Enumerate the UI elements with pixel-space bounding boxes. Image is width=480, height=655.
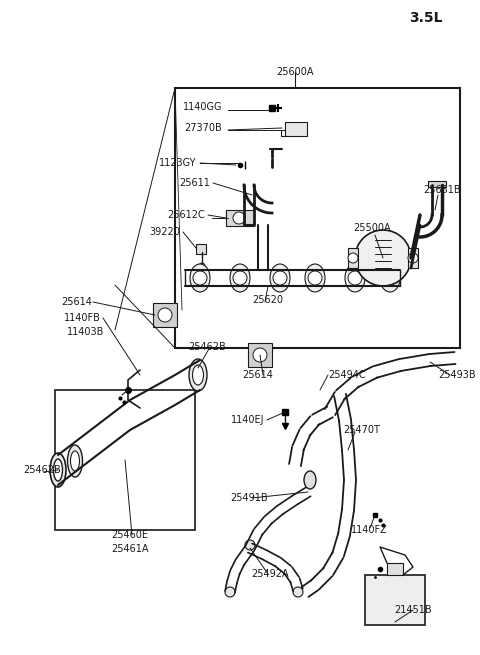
Text: 25460E: 25460E (111, 530, 148, 540)
Ellipse shape (270, 264, 290, 292)
Text: 25462B: 25462B (188, 342, 226, 352)
Ellipse shape (53, 459, 62, 481)
Ellipse shape (293, 587, 303, 597)
Text: 25600A: 25600A (276, 67, 314, 77)
Bar (348, 248, 358, 268)
Circle shape (355, 230, 411, 286)
Circle shape (158, 308, 172, 322)
Circle shape (193, 271, 207, 285)
Text: 25500A: 25500A (353, 223, 391, 233)
Text: 27370B: 27370B (184, 123, 222, 133)
Text: 25611: 25611 (179, 178, 210, 188)
Circle shape (408, 253, 418, 263)
Circle shape (233, 212, 245, 224)
Ellipse shape (192, 365, 204, 385)
Text: 3.5L: 3.5L (409, 11, 443, 25)
Bar (248, 343, 272, 367)
Bar (55, 390, 195, 530)
Ellipse shape (68, 445, 83, 477)
Text: 25493B: 25493B (438, 370, 476, 380)
Ellipse shape (50, 453, 66, 487)
Ellipse shape (225, 587, 235, 597)
Text: 25614: 25614 (242, 370, 274, 380)
Circle shape (308, 271, 322, 285)
Text: 39220: 39220 (149, 227, 180, 237)
Text: 25614: 25614 (61, 297, 92, 307)
Ellipse shape (305, 264, 325, 292)
Text: 25612C: 25612C (167, 210, 205, 220)
Circle shape (199, 263, 205, 269)
Ellipse shape (304, 471, 316, 489)
Ellipse shape (230, 264, 250, 292)
Text: 1140FB: 1140FB (64, 313, 101, 323)
Bar (285, 122, 307, 136)
Ellipse shape (71, 451, 80, 471)
Text: 25462B: 25462B (23, 465, 61, 475)
Circle shape (253, 348, 267, 362)
Bar (365, 575, 425, 625)
Ellipse shape (189, 359, 207, 391)
Text: 11403B: 11403B (67, 327, 104, 337)
Text: 25631B: 25631B (423, 185, 461, 195)
Bar (408, 248, 418, 268)
Text: 25492A: 25492A (251, 569, 289, 579)
Circle shape (233, 271, 247, 285)
Circle shape (348, 253, 358, 263)
Text: 25461A: 25461A (111, 544, 149, 554)
Text: 1140GG: 1140GG (182, 102, 222, 112)
Bar (196, 244, 206, 254)
Text: 21451B: 21451B (394, 605, 432, 615)
Text: 25620: 25620 (252, 295, 284, 305)
Bar (428, 181, 446, 187)
Text: 25491B: 25491B (230, 493, 268, 503)
Ellipse shape (190, 264, 210, 292)
Bar (153, 303, 177, 327)
Circle shape (348, 271, 362, 285)
Ellipse shape (380, 264, 400, 292)
Circle shape (383, 271, 397, 285)
Text: 25494C: 25494C (328, 370, 366, 380)
Ellipse shape (245, 540, 255, 550)
Bar (387, 563, 403, 575)
Text: 1140EJ: 1140EJ (230, 415, 264, 425)
Text: 1140FZ: 1140FZ (350, 525, 387, 535)
Text: 25470T: 25470T (344, 425, 381, 435)
Ellipse shape (345, 264, 365, 292)
Bar (175, 88, 460, 348)
Text: 1123GY: 1123GY (158, 158, 196, 168)
Bar (226, 210, 254, 226)
Circle shape (273, 271, 287, 285)
